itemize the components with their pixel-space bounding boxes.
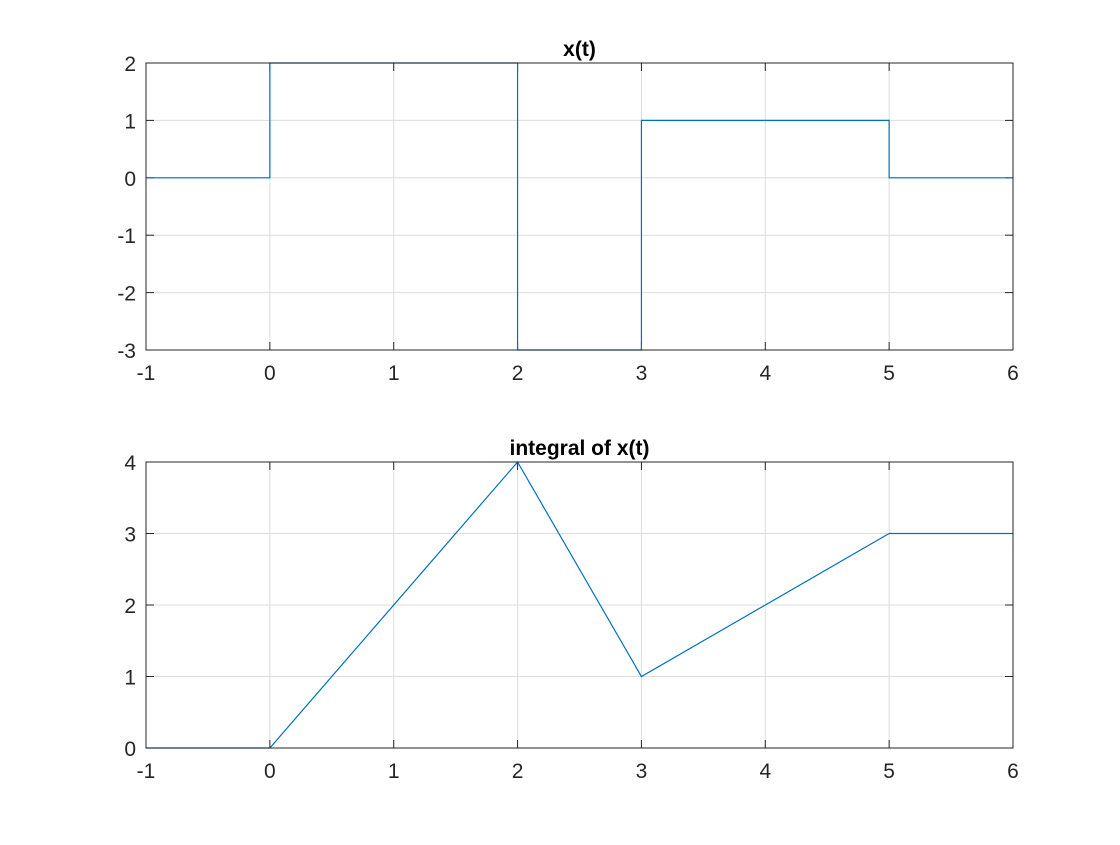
plot-title: x(t) [563,38,596,61]
y-tick-label: 2 [124,595,136,618]
x-tick-label: 0 [264,760,276,783]
y-tick-label: 4 [124,452,136,475]
x-tick-label: 5 [883,760,895,783]
y-tick-label: 0 [124,168,136,191]
x-tick-label: 1 [388,362,400,385]
y-tick-label: 1 [124,667,136,690]
x-tick-label: -1 [137,760,156,783]
x-tick-label: 3 [636,760,648,783]
x-tick-label: -1 [137,362,156,385]
y-tick-label: 1 [124,110,136,133]
y-tick-label: -1 [117,225,136,248]
x-tick-label: 1 [388,760,400,783]
x-tick-label: 2 [512,362,524,385]
axes-box [145,62,1014,351]
y-tick-label: 3 [124,524,136,547]
y-tick-label: 0 [124,738,136,761]
x-tick-label: 3 [636,362,648,385]
x-tick-label: 5 [883,362,895,385]
y-tick-label: 2 [124,53,136,76]
y-tick-label: -3 [117,340,136,363]
x-tick-label: 6 [1007,362,1019,385]
x-tick-label: 2 [512,760,524,783]
y-tick-label: -2 [117,283,136,306]
subplot-x-t: -1 0 1 2 3 4 5 6 -3 -2 -1 0 1 2 x(t) [117,38,1019,385]
x-tick-label: 0 [264,362,276,385]
x-tick-label: 4 [759,760,771,783]
plot-title: integral of x(t) [510,437,650,460]
x-tick-label: 6 [1007,760,1019,783]
axes-box [145,461,1014,749]
x-tick-label: 4 [759,362,771,385]
axes-background [146,63,1013,350]
